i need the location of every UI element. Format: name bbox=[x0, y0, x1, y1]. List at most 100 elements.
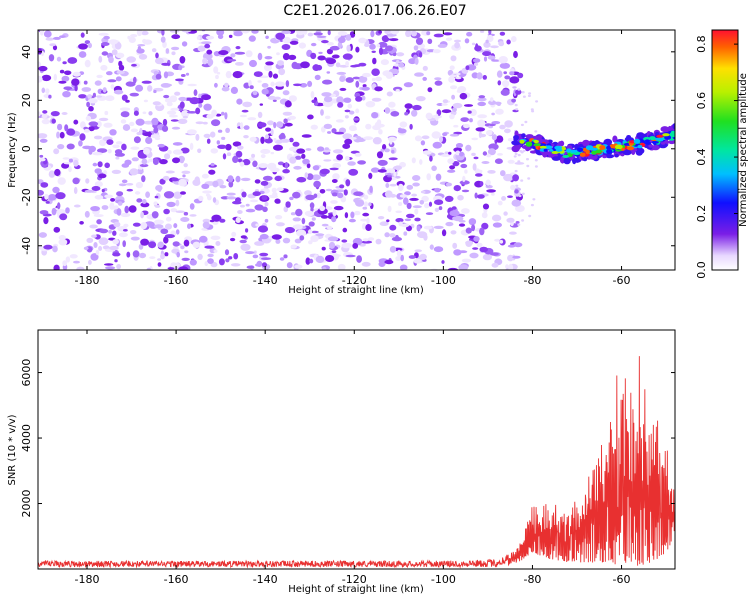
noise-speckle bbox=[53, 36, 61, 40]
noise-speckle bbox=[91, 234, 97, 238]
signal-speckle bbox=[536, 137, 544, 145]
noise-speckle bbox=[509, 76, 520, 84]
noise-speckle bbox=[187, 83, 197, 87]
noise-speckle bbox=[488, 123, 496, 127]
noise-speckle bbox=[344, 109, 351, 113]
noise-speckle bbox=[90, 253, 99, 261]
noise-speckle bbox=[265, 61, 274, 66]
noise-speckle bbox=[356, 255, 362, 263]
noise-speckle bbox=[319, 168, 330, 175]
noise-speckle bbox=[481, 212, 488, 219]
noise-speckle bbox=[441, 103, 448, 106]
noise-speckle bbox=[342, 227, 348, 233]
noise-speckle bbox=[62, 61, 67, 65]
x-tick-label: -80 bbox=[523, 274, 541, 287]
noise-speckle bbox=[362, 238, 369, 242]
noise-speckle bbox=[519, 150, 523, 153]
noise-speckle bbox=[153, 89, 157, 94]
noise-speckle bbox=[160, 36, 166, 43]
noise-speckle bbox=[39, 157, 46, 162]
noise-speckle bbox=[286, 262, 293, 269]
noise-speckle bbox=[180, 245, 185, 250]
noise-speckle bbox=[444, 195, 454, 202]
noise-speckle bbox=[49, 43, 57, 47]
noise-speckle bbox=[426, 173, 432, 181]
noise-speckle bbox=[122, 124, 131, 131]
noise-speckle bbox=[73, 204, 81, 208]
noise-speckle bbox=[321, 40, 329, 44]
noise-speckle bbox=[73, 159, 79, 167]
noise-speckle bbox=[97, 161, 103, 168]
noise-speckle bbox=[147, 131, 152, 138]
noise-speckle bbox=[468, 218, 477, 226]
noise-speckle bbox=[140, 222, 148, 230]
noise-speckle bbox=[89, 224, 98, 229]
noise-speckle bbox=[372, 137, 382, 145]
noise-speckle bbox=[242, 158, 251, 166]
noise-speckle bbox=[429, 244, 434, 250]
noise-speckle bbox=[304, 210, 315, 217]
noise-speckle bbox=[234, 51, 246, 55]
noise-speckle bbox=[291, 61, 299, 69]
noise-speckle bbox=[132, 222, 141, 227]
noise-speckle bbox=[207, 253, 214, 258]
noise-speckle bbox=[520, 123, 524, 127]
noise-speckle bbox=[233, 31, 243, 37]
noise-speckle bbox=[180, 74, 186, 77]
noise-speckle bbox=[55, 192, 66, 200]
noise-speckle bbox=[481, 161, 490, 164]
noise-speckle bbox=[424, 203, 430, 209]
noise-speckle bbox=[377, 159, 388, 166]
noise-speckle bbox=[397, 128, 407, 134]
noise-speckle bbox=[273, 121, 277, 129]
noise-speckle bbox=[304, 190, 312, 196]
noise-speckle bbox=[189, 97, 200, 105]
noise-speckle bbox=[96, 120, 102, 128]
noise-speckle bbox=[131, 63, 137, 67]
noise-speckle bbox=[434, 199, 444, 205]
noise-speckle bbox=[309, 202, 315, 209]
noise-speckle bbox=[475, 127, 486, 132]
noise-speckle bbox=[352, 76, 360, 80]
noise-speckle bbox=[181, 257, 190, 261]
noise-speckle bbox=[504, 128, 511, 134]
noise-speckle bbox=[247, 117, 257, 121]
noise-speckle bbox=[245, 203, 250, 207]
noise-speckle bbox=[317, 146, 325, 152]
noise-speckle bbox=[241, 30, 251, 34]
noise-speckle bbox=[151, 211, 159, 219]
noise-speckle bbox=[180, 147, 190, 154]
noise-speckle bbox=[67, 57, 78, 64]
noise-speckle bbox=[111, 49, 118, 56]
noise-speckle bbox=[88, 98, 98, 104]
noise-speckle bbox=[175, 210, 185, 213]
noise-speckle bbox=[240, 204, 245, 208]
noise-speckle bbox=[83, 246, 89, 250]
noise-speckle bbox=[326, 71, 331, 74]
noise-speckle bbox=[172, 149, 183, 155]
noise-speckle bbox=[178, 266, 189, 270]
noise-speckle bbox=[282, 53, 290, 61]
noise-speckle bbox=[474, 192, 478, 199]
noise-speckle bbox=[211, 119, 221, 127]
noise-speckle bbox=[86, 237, 94, 243]
noise-speckle bbox=[526, 158, 529, 161]
noise-speckle bbox=[477, 119, 486, 128]
signal-speckle bbox=[614, 144, 623, 150]
noise-speckle bbox=[414, 135, 423, 142]
noise-speckle bbox=[240, 122, 244, 130]
noise-speckle bbox=[423, 225, 433, 230]
noise-speckle bbox=[59, 35, 66, 38]
noise-speckle bbox=[198, 93, 202, 99]
noise-speckle bbox=[189, 203, 195, 210]
noise-speckle bbox=[205, 35, 215, 40]
noise-speckle bbox=[69, 254, 78, 259]
noise-speckle bbox=[337, 36, 346, 44]
noise-speckle bbox=[129, 168, 139, 176]
noise-speckle bbox=[170, 208, 178, 213]
noise-speckle bbox=[315, 255, 325, 263]
noise-speckle bbox=[514, 189, 519, 194]
noise-speckle bbox=[240, 243, 251, 251]
noise-speckle bbox=[335, 119, 344, 123]
noise-speckle bbox=[59, 131, 65, 139]
